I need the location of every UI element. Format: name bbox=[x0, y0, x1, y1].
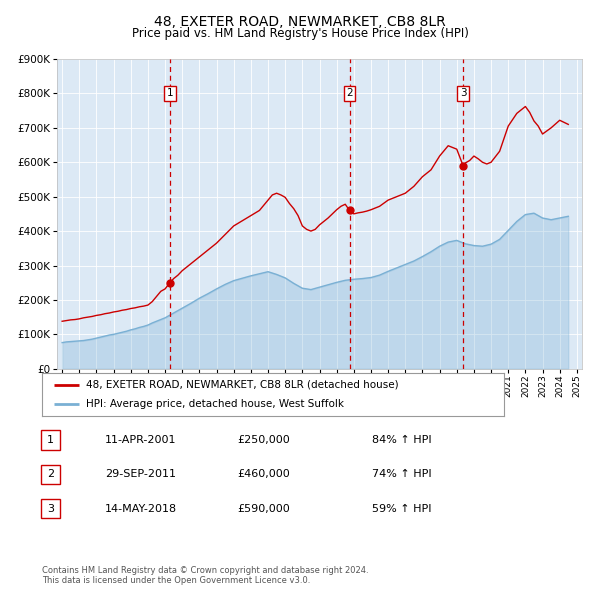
Text: 2: 2 bbox=[47, 470, 54, 479]
Text: £590,000: £590,000 bbox=[238, 504, 290, 513]
Text: 1: 1 bbox=[47, 435, 54, 445]
Text: 2: 2 bbox=[346, 88, 353, 99]
Text: Contains HM Land Registry data © Crown copyright and database right 2024.
This d: Contains HM Land Registry data © Crown c… bbox=[42, 566, 368, 585]
Text: 48, EXETER ROAD, NEWMARKET, CB8 8LR (detached house): 48, EXETER ROAD, NEWMARKET, CB8 8LR (det… bbox=[86, 380, 398, 390]
Text: £250,000: £250,000 bbox=[238, 435, 290, 445]
Text: 11-APR-2001: 11-APR-2001 bbox=[105, 435, 176, 445]
Text: 48, EXETER ROAD, NEWMARKET, CB8 8LR: 48, EXETER ROAD, NEWMARKET, CB8 8LR bbox=[154, 15, 446, 29]
Text: 14-MAY-2018: 14-MAY-2018 bbox=[105, 504, 177, 513]
Text: 29-SEP-2011: 29-SEP-2011 bbox=[105, 470, 176, 479]
Text: 84% ↑ HPI: 84% ↑ HPI bbox=[372, 435, 431, 445]
Text: HPI: Average price, detached house, West Suffolk: HPI: Average price, detached house, West… bbox=[86, 399, 344, 409]
Text: 59% ↑ HPI: 59% ↑ HPI bbox=[372, 504, 431, 513]
Text: 1: 1 bbox=[167, 88, 173, 99]
Text: 3: 3 bbox=[47, 504, 54, 513]
Text: 74% ↑ HPI: 74% ↑ HPI bbox=[372, 470, 431, 479]
Text: 3: 3 bbox=[460, 88, 466, 99]
Text: Price paid vs. HM Land Registry's House Price Index (HPI): Price paid vs. HM Land Registry's House … bbox=[131, 27, 469, 40]
Text: £460,000: £460,000 bbox=[238, 470, 290, 479]
